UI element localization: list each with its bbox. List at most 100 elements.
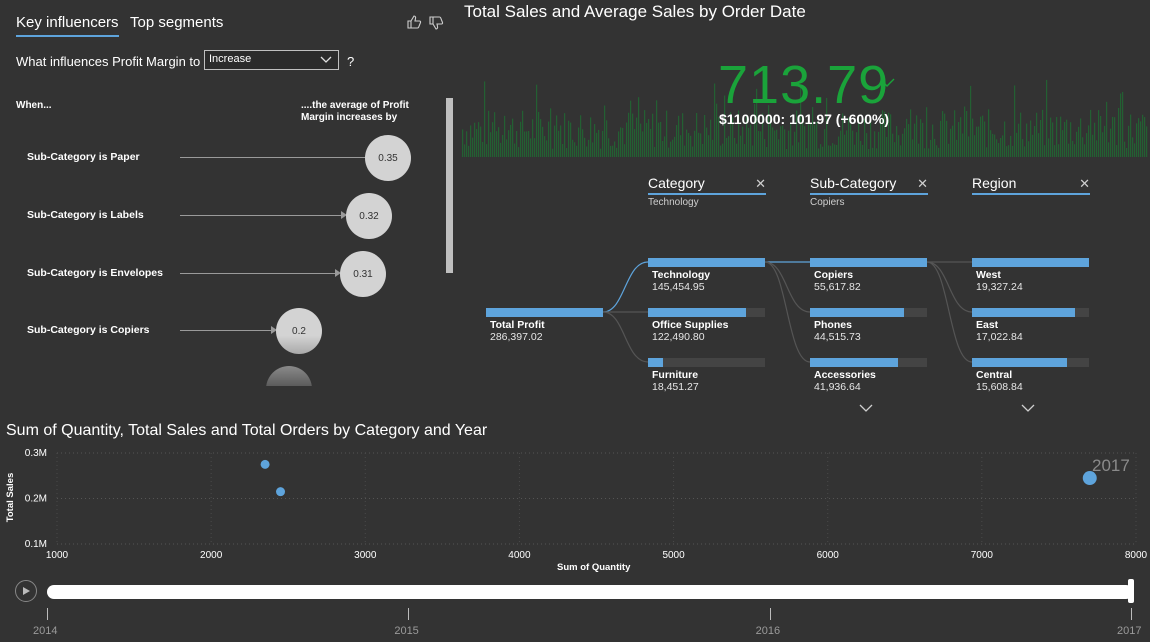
sparkline-bar xyxy=(1034,125,1036,157)
x-tick-label: 6000 xyxy=(817,550,840,561)
sparkline-bar xyxy=(552,148,554,157)
sparkline-bar xyxy=(610,145,612,157)
tree-node[interactable]: Accessories 41,936.64 xyxy=(810,358,927,393)
close-icon[interactable]: ✕ xyxy=(1079,176,1090,191)
scatter-point[interactable] xyxy=(1082,471,1097,486)
chevron-down-icon[interactable] xyxy=(859,404,873,413)
tree-node[interactable]: Copiers 55,617.82 xyxy=(810,258,927,293)
sparkline-bar xyxy=(1020,112,1022,157)
sparkline-bar xyxy=(1008,145,1010,157)
sparkline-bar xyxy=(842,113,844,157)
sparkline-bar xyxy=(830,145,832,157)
sparkline-bar xyxy=(1032,134,1034,157)
influence-direction-dropdown[interactable]: Increase xyxy=(204,50,339,70)
influencer-bubble[interactable]: 0.35 xyxy=(365,135,411,181)
header-underline xyxy=(810,193,928,195)
sparkline-bar xyxy=(1046,79,1048,157)
play-axis-slider[interactable] xyxy=(47,585,1133,599)
scatter-point[interactable] xyxy=(260,459,270,469)
arrow-right-icon xyxy=(341,211,347,219)
sparkline-bar xyxy=(850,124,852,157)
kpi-subtitle: $1100000: 101.97 (+600%) xyxy=(719,111,890,127)
timeline-tick xyxy=(1131,608,1132,620)
influencer-scrollbar[interactable] xyxy=(446,98,453,273)
node-bar-track xyxy=(648,308,765,317)
slider-handle[interactable] xyxy=(1128,579,1134,603)
sparkline-bar xyxy=(1092,134,1094,157)
sparkline-bar xyxy=(816,121,818,157)
sparkline-bar xyxy=(1060,116,1062,157)
tab-key-influencers[interactable]: Key influencers xyxy=(16,14,119,37)
tree-node[interactable]: Technology 145,454.95 xyxy=(648,258,765,293)
sparkline-bar xyxy=(1004,121,1006,157)
influencer-bubble[interactable]: 0.2 xyxy=(276,308,322,354)
tree-node[interactable]: East 17,022.84 xyxy=(972,308,1089,343)
sparkline-bar xyxy=(522,110,524,157)
node-name: Copiers xyxy=(814,269,854,281)
play-year-label: 2017 xyxy=(1092,456,1130,475)
sparkline-bar xyxy=(820,144,822,157)
influencer-row[interactable]: Sub-Category is Copiers 0.2 xyxy=(16,308,436,354)
sparkline-bar xyxy=(804,126,806,157)
influencer-row[interactable]: Sub-Category is Labels 0.32 xyxy=(16,193,436,239)
tree-node[interactable]: Office Supplies 122,490.80 xyxy=(648,308,765,343)
level-selected: Technology xyxy=(648,197,699,208)
sparkline-bar xyxy=(754,103,756,157)
sparkline-bar xyxy=(900,145,902,157)
close-icon[interactable]: ✕ xyxy=(917,176,928,191)
node-name: Central xyxy=(976,369,1013,381)
influencer-bubble[interactable]: 0.31 xyxy=(340,251,386,297)
level-header-label: Category xyxy=(648,175,705,191)
influencer-row[interactable]: Sub-Category is Envelopes 0.31 xyxy=(16,251,436,297)
node-value: 286,397.02 xyxy=(490,331,543,343)
sparkline-bar xyxy=(988,109,990,157)
chevron-down-icon[interactable] xyxy=(1021,404,1035,413)
tree-node[interactable]: Central 15,608.84 xyxy=(972,358,1089,393)
tree-node-root[interactable]: Total Profit 286,397.02 xyxy=(486,308,603,343)
sparkline-bar xyxy=(570,122,572,157)
sparkline-bar xyxy=(870,120,872,157)
close-icon[interactable]: ✕ xyxy=(755,176,766,191)
sparkline-bar xyxy=(484,81,486,157)
influencer-label: Sub-Category is Paper xyxy=(27,151,140,163)
sparkline-bar xyxy=(794,131,796,157)
sparkline-bar xyxy=(760,131,762,157)
influencer-bubble[interactable]: 0.32 xyxy=(346,193,392,239)
sparkline-bar xyxy=(470,125,472,157)
thumbs-up-icon[interactable] xyxy=(406,14,422,30)
sparkline-bar xyxy=(1066,119,1068,157)
node-value: 17,022.84 xyxy=(976,331,1023,343)
play-button[interactable] xyxy=(15,580,37,602)
scatter-point[interactable] xyxy=(276,487,286,497)
tab-top-segments[interactable]: Top segments xyxy=(130,14,224,31)
sparkline-bar xyxy=(582,129,584,157)
sparkline-bar xyxy=(888,112,890,157)
sparkline-bar xyxy=(934,138,936,157)
sparkline-bar xyxy=(982,115,984,157)
timeline-year-label[interactable]: 2014 xyxy=(33,625,58,637)
sparkline-bar xyxy=(560,125,562,157)
level-header-category[interactable]: Category ✕ Technology xyxy=(648,175,766,208)
sparkline-bar xyxy=(976,126,978,157)
level-header-region[interactable]: Region ✕ xyxy=(972,175,1090,195)
sparkline-bar xyxy=(540,119,542,157)
sparkline-bar xyxy=(862,144,864,157)
timeline-year-label[interactable]: 2017 xyxy=(1117,625,1142,637)
sparkline-bar xyxy=(690,135,692,157)
timeline-year-label[interactable]: 2015 xyxy=(394,625,419,637)
play-icon xyxy=(23,587,30,595)
timeline-year-label[interactable]: 2016 xyxy=(755,625,781,637)
tree-node[interactable]: Phones 44,515.73 xyxy=(810,308,927,343)
tree-node[interactable]: West 19,327.24 xyxy=(972,258,1089,293)
node-bar-track xyxy=(972,358,1089,367)
kpi-title: Total Sales and Average Sales by Order D… xyxy=(464,2,806,21)
node-bar-track xyxy=(810,258,927,267)
level-selected: Copiers xyxy=(810,197,845,208)
tree-node[interactable]: Furniture 18,451.27 xyxy=(648,358,765,393)
sparkline-bar xyxy=(686,129,688,157)
thumbs-down-icon[interactable] xyxy=(428,15,444,31)
sparkline-bar xyxy=(878,131,880,157)
level-header-subcategory[interactable]: Sub-Category ✕ Copiers xyxy=(810,175,928,208)
influencer-row[interactable]: Sub-Category is Paper 0.35 xyxy=(16,135,436,181)
sparkline-bar xyxy=(662,140,664,157)
